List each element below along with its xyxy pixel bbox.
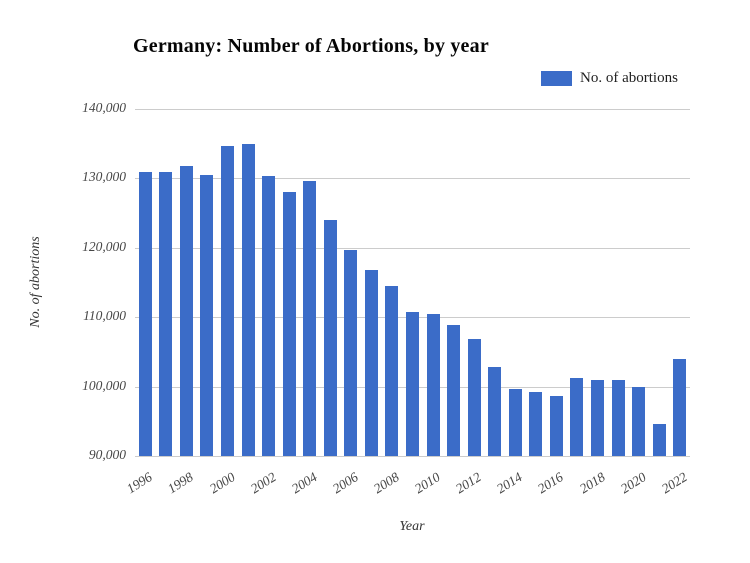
bar-2003[interactable] xyxy=(282,192,296,456)
gridline xyxy=(135,248,690,249)
bar-2001[interactable] xyxy=(241,143,255,456)
legend[interactable]: No. of abortions xyxy=(541,69,678,87)
bar-1999[interactable] xyxy=(200,175,214,456)
plot-area xyxy=(135,109,690,457)
bar-1997[interactable] xyxy=(159,172,173,456)
y-tick-label: 110,000 xyxy=(83,308,126,323)
bar-1996[interactable] xyxy=(138,172,152,456)
y-tick-label: 90,000 xyxy=(88,447,126,462)
bar-2007[interactable] xyxy=(364,269,378,456)
bar-2022[interactable] xyxy=(673,359,687,456)
bar-2013[interactable] xyxy=(488,367,502,456)
bar-2004[interactable] xyxy=(303,180,317,456)
bar-1998[interactable] xyxy=(179,165,193,456)
bar-2000[interactable] xyxy=(221,146,234,456)
bar-2016[interactable] xyxy=(549,395,563,456)
bar-2017[interactable] xyxy=(570,378,584,456)
chart-title: Germany: Number of Abortions, by year xyxy=(133,35,489,57)
bar-2015[interactable] xyxy=(529,391,543,456)
legend-label: No. of abortions xyxy=(580,69,678,86)
bar-2006[interactable] xyxy=(344,249,358,456)
bar-2002[interactable] xyxy=(262,175,276,456)
legend-swatch-icon xyxy=(541,70,572,86)
bar-2009[interactable] xyxy=(406,312,419,456)
x-axis-title: Year xyxy=(399,519,425,534)
bar-2014[interactable] xyxy=(508,388,522,456)
bar-2008[interactable] xyxy=(385,286,399,456)
y-tick-label: 100,000 xyxy=(82,378,126,393)
y-tick-label: 120,000 xyxy=(82,239,126,254)
y-tick-label: 140,000 xyxy=(82,100,126,115)
bar-2011[interactable] xyxy=(447,325,461,456)
bar-2012[interactable] xyxy=(467,339,481,456)
bar-2019[interactable] xyxy=(611,380,625,456)
bar-2010[interactable] xyxy=(426,314,440,456)
gridline xyxy=(135,456,690,457)
bar-2018[interactable] xyxy=(591,379,604,456)
bar-2021[interactable] xyxy=(652,424,666,456)
bar-2020[interactable] xyxy=(632,387,646,456)
y-tick-label: 130,000 xyxy=(82,169,126,184)
gridline xyxy=(135,109,690,110)
gridline xyxy=(135,178,690,179)
bar-2005[interactable] xyxy=(323,219,337,456)
